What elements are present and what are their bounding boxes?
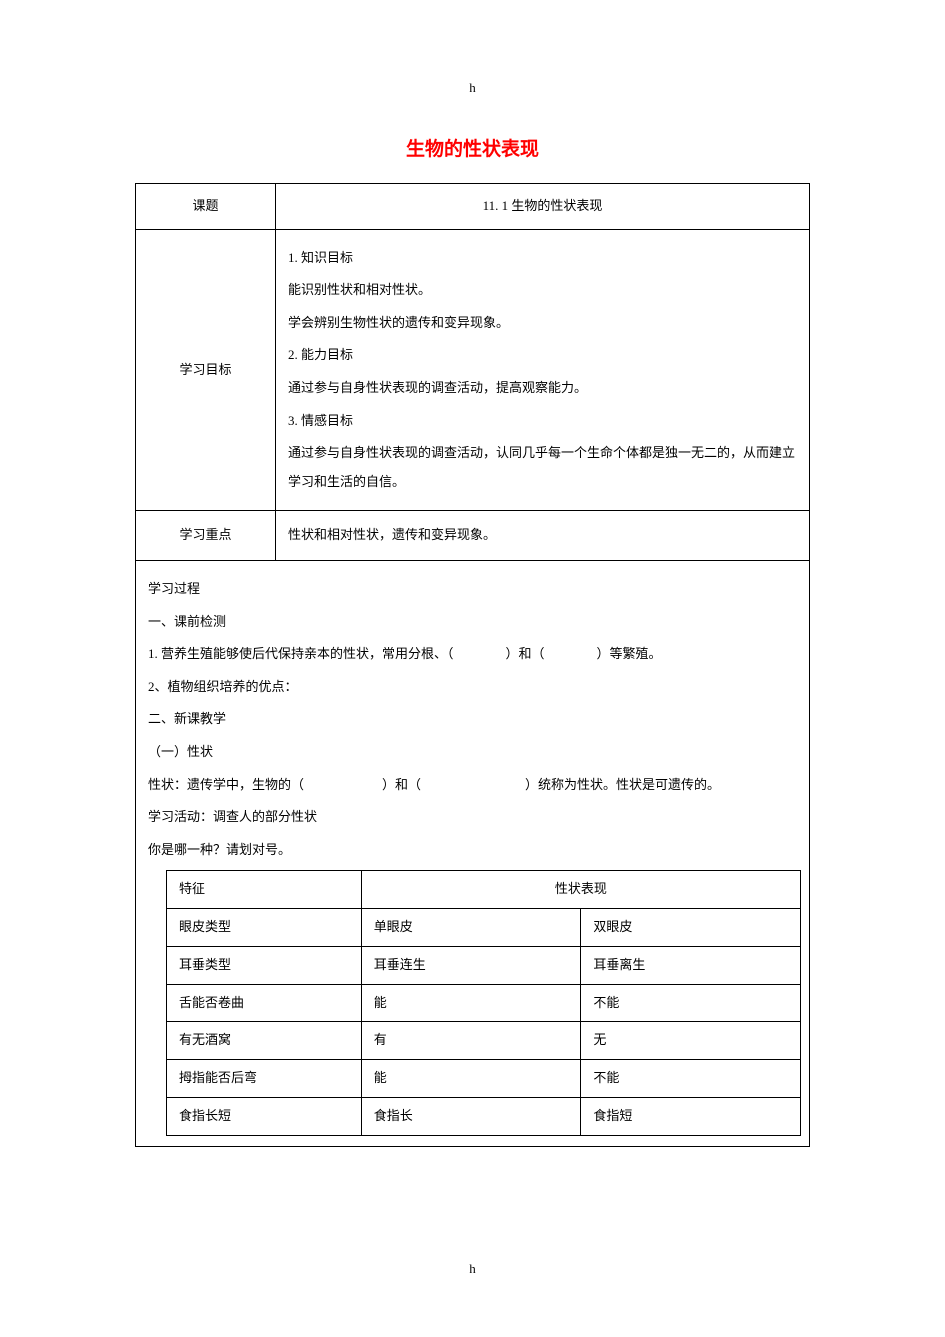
table-row: 特征 性状表现 bbox=[167, 871, 801, 909]
table-row: 学习过程 一、课前检测 1. 营养生殖能够使后代保持亲本的性状，常用分根、（ ）… bbox=[136, 560, 810, 1146]
feature-cell: 食指长短 bbox=[167, 1098, 362, 1136]
goal-line: 通过参与自身性状表现的调查活动，认同几乎每一个生命个体都是独一无二的，从而建立学… bbox=[288, 439, 797, 496]
feature-cell: 耳垂类型 bbox=[167, 946, 362, 984]
traits-survey-table: 特征 性状表现 眼皮类型 单眼皮 双眼皮 耳垂类型 耳垂连生 耳垂离生 舌能否卷… bbox=[166, 870, 801, 1136]
option-cell: 食指短 bbox=[581, 1098, 801, 1136]
which-label: 你是哪一种？请划对号。 bbox=[148, 836, 797, 865]
table-row: 拇指能否后弯 能 不能 bbox=[167, 1060, 801, 1098]
topic-value: 11. 1 生物的性状表现 bbox=[276, 184, 810, 230]
feature-cell: 眼皮类型 bbox=[167, 909, 362, 947]
process-label: 学习过程 bbox=[148, 575, 797, 604]
topic-label: 课题 bbox=[136, 184, 276, 230]
header-expression: 性状表现 bbox=[361, 871, 800, 909]
goal-line: 3. 情感目标 bbox=[288, 407, 797, 436]
option-cell: 有 bbox=[361, 1022, 581, 1060]
question-2: 2、植物组织培养的优点： bbox=[148, 673, 797, 702]
option-cell: 能 bbox=[361, 984, 581, 1022]
option-cell: 耳垂连生 bbox=[361, 946, 581, 984]
footer-mark: h bbox=[0, 1261, 945, 1277]
table-row: 学习目标 1. 知识目标 能识别性状和相对性状。 学会辨别生物性状的遗传和变异现… bbox=[136, 229, 810, 511]
table-row: 有无酒窝 有 无 bbox=[167, 1022, 801, 1060]
table-row: 学习重点 性状和相对性状，遗传和变异现象。 bbox=[136, 511, 810, 561]
question-1: 1. 营养生殖能够使后代保持亲本的性状，常用分根、（ ）和（ ）等繁殖。 bbox=[148, 640, 797, 669]
feature-cell: 有无酒窝 bbox=[167, 1022, 362, 1060]
goal-line: 2. 能力目标 bbox=[288, 341, 797, 370]
document-title: 生物的性状表现 bbox=[135, 134, 810, 161]
option-cell: 无 bbox=[581, 1022, 801, 1060]
header-mark: h bbox=[135, 80, 810, 96]
process-content: 学习过程 一、课前检测 1. 营养生殖能够使后代保持亲本的性状，常用分根、（ ）… bbox=[136, 560, 810, 1146]
table-row: 眼皮类型 单眼皮 双眼皮 bbox=[167, 909, 801, 947]
goal-line: 能识别性状和相对性状。 bbox=[288, 276, 797, 305]
goal-line: 学会辨别生物性状的遗传和变异现象。 bbox=[288, 309, 797, 338]
option-cell: 不能 bbox=[581, 1060, 801, 1098]
newlesson-label: 二、新课教学 bbox=[148, 705, 797, 734]
option-cell: 双眼皮 bbox=[581, 909, 801, 947]
table-row: 食指长短 食指长 食指短 bbox=[167, 1098, 801, 1136]
table-row: 舌能否卷曲 能 不能 bbox=[167, 984, 801, 1022]
keypoint-value: 性状和相对性状，遗传和变异现象。 bbox=[276, 511, 810, 561]
goal-line: 通过参与自身性状表现的调查活动，提高观察能力。 bbox=[288, 374, 797, 403]
section1-label: （一）性状 bbox=[148, 738, 797, 767]
activity-label: 学习活动：调查人的部分性状 bbox=[148, 803, 797, 832]
goals-label: 学习目标 bbox=[136, 229, 276, 511]
option-cell: 单眼皮 bbox=[361, 909, 581, 947]
lesson-plan-table: 课题 11. 1 生物的性状表现 学习目标 1. 知识目标 能识别性状和相对性状… bbox=[135, 183, 810, 1147]
goals-content: 1. 知识目标 能识别性状和相对性状。 学会辨别生物性状的遗传和变异现象。 2.… bbox=[276, 229, 810, 511]
table-row: 耳垂类型 耳垂连生 耳垂离生 bbox=[167, 946, 801, 984]
keypoint-label: 学习重点 bbox=[136, 511, 276, 561]
feature-cell: 舌能否卷曲 bbox=[167, 984, 362, 1022]
header-feature: 特征 bbox=[167, 871, 362, 909]
pretest-label: 一、课前检测 bbox=[148, 608, 797, 637]
option-cell: 能 bbox=[361, 1060, 581, 1098]
option-cell: 不能 bbox=[581, 984, 801, 1022]
goal-line: 1. 知识目标 bbox=[288, 244, 797, 273]
table-row: 课题 11. 1 生物的性状表现 bbox=[136, 184, 810, 230]
trait-definition: 性状：遗传学中，生物的（ ）和（ ）统称为性状。性状是可遗传的。 bbox=[148, 771, 797, 800]
feature-cell: 拇指能否后弯 bbox=[167, 1060, 362, 1098]
option-cell: 耳垂离生 bbox=[581, 946, 801, 984]
option-cell: 食指长 bbox=[361, 1098, 581, 1136]
